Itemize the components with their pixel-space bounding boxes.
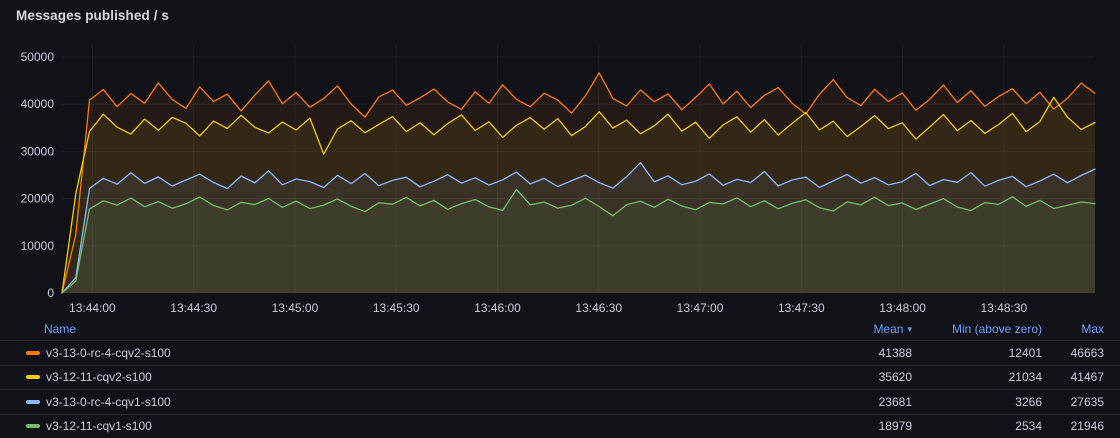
- legend-row[interactable]: v3-13-0-rc-4-cqv2-s100 41388 12401 46663: [0, 340, 1120, 365]
- series-mean-value: 18979: [878, 419, 912, 434]
- legend-column-mean[interactable]: Mean ▾: [873, 322, 912, 336]
- series-color-swatch[interactable]: [26, 375, 40, 380]
- series-min-value: 2534: [1015, 419, 1042, 434]
- series-area: [62, 72, 1095, 293]
- series-area: [62, 189, 1095, 293]
- x-axis-tick-label: 13:48:30: [980, 301, 1027, 315]
- series-min-value: 12401: [1008, 345, 1042, 360]
- legend-row[interactable]: v3-12-11-cqv2-s100 35620 21034 41467: [0, 364, 1120, 390]
- x-axis-tick-label: 13:45:30: [373, 301, 420, 315]
- series-max-value: 27635: [1070, 394, 1104, 409]
- legend-header-row: Name Mean ▾ Min (above zero) Max: [0, 318, 1120, 340]
- series-min-value: 21034: [1008, 370, 1042, 385]
- series-area: [62, 162, 1095, 293]
- series-mean-value: 41388: [878, 345, 912, 360]
- series-color-swatch[interactable]: [26, 424, 40, 429]
- y-axis-tick-label: 40000: [21, 97, 55, 111]
- series-color-swatch[interactable]: [26, 399, 40, 404]
- chart-area: 0 10000 20000 30000 40000 50000 13:44:00 13:44:…: [0, 0, 1120, 318]
- x-axis-tick-label: 13:44:00: [69, 301, 116, 315]
- series-line: [61, 188, 1096, 294]
- series-mean-value: 35620: [878, 370, 912, 385]
- y-axis-tick-label: 0: [47, 286, 54, 300]
- series-min-value: 3266: [1015, 394, 1042, 409]
- legend-column-min-above-zero[interactable]: Min (above zero): [951, 322, 1042, 336]
- x-axis-tick-label: 13:46:30: [575, 301, 622, 315]
- y-axis-tick-label: 10000: [21, 239, 55, 253]
- series-name-label: v3-13-0-rc-4-cqv1-s100: [46, 394, 171, 409]
- y-axis-tick-label: 20000: [21, 192, 55, 206]
- legend-column-name[interactable]: Name: [44, 322, 77, 336]
- series-line: [61, 72, 1096, 294]
- legend-table: Name Mean ▾ Min (above zero) Max v3-13-0-…: [0, 318, 1120, 438]
- x-axis-tick-label: 13:47:30: [778, 301, 825, 315]
- series-max-value: 21946: [1070, 419, 1104, 434]
- series-max-value: 41467: [1070, 370, 1104, 385]
- series-name-label: v3-12-11-cqv2-s100: [46, 370, 152, 385]
- legend-column-max[interactable]: Max: [1081, 322, 1104, 336]
- series-name-label: v3-12-11-cqv1-s100: [46, 419, 152, 434]
- y-axis-tick-label: 50000: [21, 50, 55, 64]
- series-max-value: 46663: [1070, 345, 1104, 360]
- series-line: [61, 96, 1096, 294]
- x-axis-tick-label: 13:47:00: [677, 301, 724, 315]
- panel-title[interactable]: Messages published / s: [16, 8, 170, 23]
- sort-desc-icon: ▾: [907, 324, 912, 334]
- x-axis-tick-label: 13:48:00: [879, 301, 926, 315]
- series-name-label: v3-13-0-rc-4-cqv2-s100: [46, 345, 171, 360]
- series-mean-value: 23681: [878, 394, 912, 409]
- y-axis-tick-label: 30000: [21, 144, 55, 158]
- time-series-plot[interactable]: 0 10000 20000 30000 40000 50000 13:44:00 13:44:…: [0, 0, 1120, 318]
- legend-row[interactable]: v3-13-0-rc-4-cqv1-s100 23681 3266 27635: [0, 389, 1120, 414]
- series-line: [61, 161, 1096, 294]
- x-axis-tick-label: 13:44:30: [170, 301, 217, 315]
- series-color-swatch[interactable]: [26, 350, 40, 355]
- x-axis-tick-label: 13:45:00: [272, 301, 319, 315]
- x-axis-tick-label: 13:46:00: [474, 301, 521, 315]
- legend-row[interactable]: v3-12-11-cqv1-s100 18979 2534 21946: [0, 413, 1120, 438]
